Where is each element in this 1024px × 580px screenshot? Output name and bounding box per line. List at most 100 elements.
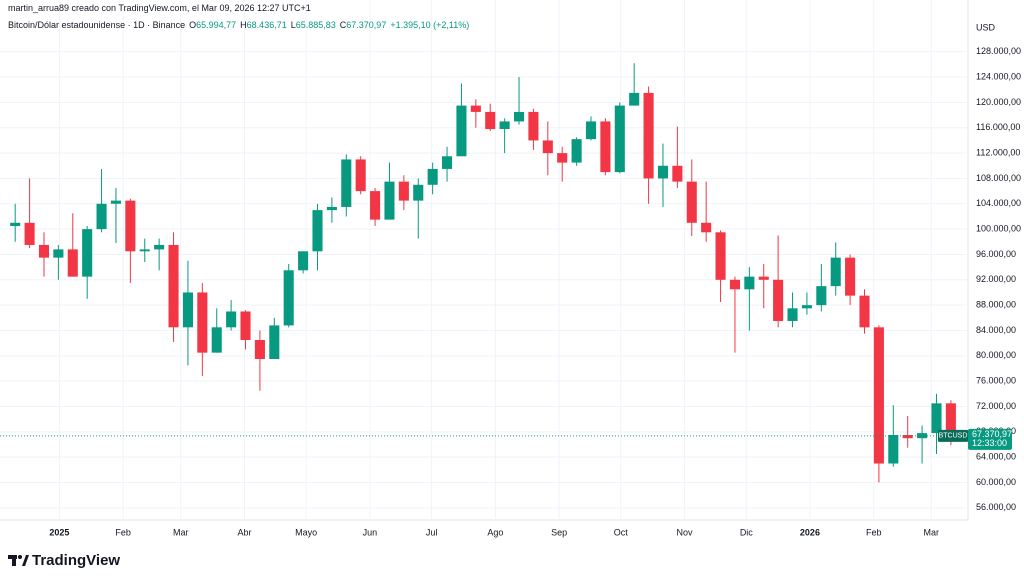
x-tick-label: Jun (363, 527, 378, 537)
candle-body (355, 159, 366, 192)
ohlc-label: L (290, 20, 296, 30)
candle-body (254, 339, 265, 359)
candle-body (830, 257, 841, 287)
candle-body (672, 165, 683, 182)
candle-body (226, 311, 237, 328)
y-tick-label: 88.000,00 (976, 300, 1016, 310)
ohlc-label: O (189, 20, 197, 30)
ticker-tag (938, 429, 968, 442)
candle-body (801, 305, 812, 309)
x-tick-label: Mar (173, 527, 189, 537)
candle-body (341, 159, 352, 207)
currency: USD (976, 22, 996, 32)
candle-body (370, 191, 381, 220)
candle-body (585, 121, 597, 140)
candle-body (10, 222, 21, 226)
y-tick-label: 80.000,00 (976, 350, 1016, 360)
candle-body (715, 232, 726, 280)
candle-body (398, 181, 409, 201)
candle-body (125, 200, 136, 252)
y-tick-label: 116.000,00 (976, 122, 1020, 132)
y-tick-label: 92.000,00 (976, 274, 1016, 284)
candle-body (945, 403, 956, 436)
countdown: 12:33:00 (972, 438, 1007, 448)
ohlc-label: H (240, 20, 247, 30)
y-tick-label: 100.000,00 (976, 223, 1021, 233)
candle-body (211, 327, 222, 353)
x-tick-label: Ago (487, 527, 503, 537)
candle-body (859, 295, 870, 328)
y-tick-label: 128.000,00 (976, 46, 1021, 56)
candle-body (931, 403, 942, 434)
candle-body (456, 105, 467, 157)
author-line: martin_arrua89 creado con TradingView.co… (8, 3, 311, 13)
candle-body (470, 105, 481, 112)
x-tick-label: Abr (238, 527, 252, 537)
candle-body (744, 276, 755, 290)
ohlc-item: L65.885,83 (291, 20, 336, 30)
candle-body (269, 325, 280, 359)
y-tick-label: 108.000,00 (976, 173, 1021, 183)
x-tick-label: Sep (551, 527, 567, 537)
y-tick-label: 96.000,00 (976, 249, 1016, 259)
y-tick-label: 120.000,00 (976, 97, 1021, 107)
ohlc-item: O65.994,77 (189, 20, 236, 30)
candle-body (240, 311, 251, 340)
y-tick-label: 76.000,00 (976, 376, 1016, 386)
candle-body (427, 168, 438, 185)
y-tick-label: 72.000,00 (976, 401, 1016, 411)
candle-body (917, 433, 928, 439)
candle-body (67, 249, 78, 277)
ohlc-label: C (339, 20, 347, 30)
author: martin_arrua89 creado con TradingView.co… (8, 3, 311, 13)
candle-body (701, 222, 712, 233)
candle-body (96, 203, 107, 230)
candle-body (298, 251, 309, 271)
price-label: 67.370,97 (972, 429, 1012, 439)
y-tick-label: 112.000,00 (976, 147, 1020, 157)
candle-body (686, 181, 697, 223)
candle-body (888, 435, 899, 464)
x-tick-label: Mar (924, 527, 940, 537)
candle-body (110, 200, 122, 204)
candle-body (283, 270, 294, 326)
candle-body (845, 257, 856, 296)
price-tag (968, 428, 1012, 450)
candle-body (485, 111, 496, 130)
candle-body (312, 210, 323, 252)
ohlc-item: C67.370,97 (340, 20, 387, 30)
candle-body (24, 222, 35, 245)
x-tick-label: Jul (426, 527, 438, 537)
ohlc-item: H68.436,71 (240, 20, 287, 30)
candle-body (902, 435, 913, 439)
candle-body (873, 327, 884, 464)
candle-body (542, 140, 553, 154)
candle-body (182, 292, 193, 328)
legend-line: Bitcoin/Dólar estadounidense · 1D · Bina… (8, 20, 469, 30)
candle-body (528, 111, 539, 141)
y-tick-label: 64.000,00 (976, 452, 1016, 462)
ohlc-value: 65.885,83 (295, 20, 336, 30)
candle-body (571, 139, 582, 163)
candle-body (773, 279, 784, 321)
x-tick-label: 2026 (800, 527, 820, 537)
brand: TradingView (32, 552, 120, 569)
ohlc-value: 65.994,77 (196, 20, 237, 30)
candle-body (643, 92, 654, 179)
candle-body (600, 121, 611, 173)
x-tick-label: Feb (115, 527, 131, 537)
candle-body (139, 249, 150, 252)
candle-body (326, 206, 337, 211)
candle-body (413, 184, 424, 201)
x-tick-label: Mayo (295, 527, 317, 537)
candle-body (614, 105, 625, 173)
symbol: Bitcoin/Dólar estadounidense · 1D · Bina… (8, 20, 186, 30)
y-tick-label: 124.000,00 (976, 71, 1021, 81)
ticker: BTCUSD (939, 433, 968, 440)
candle-body (53, 249, 64, 258)
x-tick-label: Nov (677, 527, 694, 537)
y-tick-label: 84.000,00 (976, 325, 1016, 335)
candle-body (499, 121, 510, 130)
